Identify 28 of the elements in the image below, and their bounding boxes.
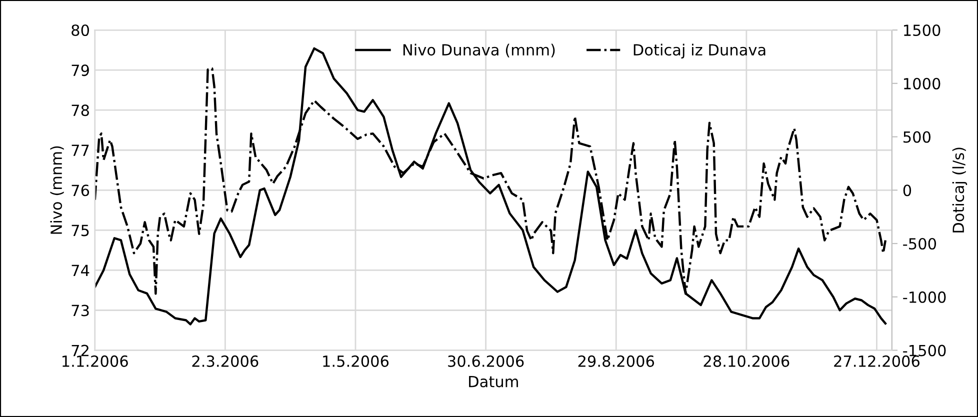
y-tick-label: 74 xyxy=(72,264,90,276)
y-tick-label: 75 xyxy=(72,224,89,236)
y-tick-label: 78 xyxy=(72,104,89,116)
y2-tick-label: 500 xyxy=(904,131,930,143)
legend-label: Nivo Dunava (mnm) xyxy=(403,44,555,58)
y2-tick-label: -1000 xyxy=(903,291,946,303)
y-tick-label: 80 xyxy=(72,24,89,36)
x-tick-label: 1.5.2006 xyxy=(323,355,389,367)
y2-axis-title: Doticaj (l/s) xyxy=(952,148,968,232)
legend-label: Doticaj iz Dunava xyxy=(634,44,766,59)
y-tick-label: 77 xyxy=(72,144,89,156)
y-tick-label: 72 xyxy=(72,344,88,356)
y-tick-label: 79 xyxy=(72,64,89,76)
y-tick-label: 73 xyxy=(72,304,89,316)
y2-tick-label: 0 xyxy=(903,184,912,196)
x-tick-label: 29.8.2006 xyxy=(578,355,654,367)
y2-tick-label: 1000 xyxy=(904,78,940,90)
x-tick-label: 27.12.2006 xyxy=(834,355,920,367)
x-axis-title: Datum xyxy=(469,376,518,388)
y2-tick-label: -500 xyxy=(903,238,936,250)
x-tick-label: 30.6.2006 xyxy=(448,355,524,367)
y-axis-title: Nivo (mnm) xyxy=(50,146,64,234)
x-tick-label: 28.10.2006 xyxy=(704,355,790,367)
x-tick-label: 2.3.2006 xyxy=(192,355,258,367)
y-tick-label: 76 xyxy=(72,184,90,196)
y2-tick-label: -1500 xyxy=(903,344,946,356)
y2-tick-label: 1500 xyxy=(904,24,940,36)
x-tick-label: 1.1.2006 xyxy=(62,355,128,367)
